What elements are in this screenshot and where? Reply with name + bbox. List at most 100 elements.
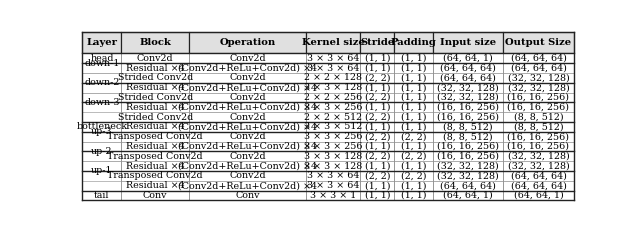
Text: (16, 16, 256): (16, 16, 256): [437, 142, 499, 151]
Bar: [306, 142, 360, 151]
Text: Strided Conv2d: Strided Conv2d: [118, 93, 193, 102]
Text: (32, 32, 128): (32, 32, 128): [437, 171, 499, 180]
Bar: [189, 53, 306, 63]
Text: (64, 64, 64): (64, 64, 64): [511, 54, 566, 63]
Bar: [394, 53, 433, 63]
Text: 3 × 3 × 256: 3 × 3 × 256: [304, 142, 362, 151]
Text: Stride: Stride: [360, 38, 394, 47]
Bar: [189, 132, 306, 142]
Bar: [394, 83, 433, 93]
Bar: [394, 32, 433, 53]
Bar: [189, 63, 306, 73]
Bar: [306, 112, 360, 122]
Bar: [306, 102, 360, 112]
Bar: [360, 102, 394, 112]
Bar: [433, 32, 504, 53]
Text: Transposed Conv2d: Transposed Conv2d: [108, 152, 203, 161]
Text: 3 × 3 × 256: 3 × 3 × 256: [304, 103, 362, 112]
Text: Residual ×4: Residual ×4: [126, 83, 184, 92]
Bar: [122, 181, 189, 191]
Text: Conv2d: Conv2d: [229, 113, 266, 122]
Bar: [83, 73, 122, 93]
Text: (64, 64, 64): (64, 64, 64): [440, 73, 496, 82]
Text: (Conv2d+ReLu+Conv2d) ×4: (Conv2d+ReLu+Conv2d) ×4: [178, 142, 317, 151]
Text: (1, 1): (1, 1): [401, 162, 426, 171]
Bar: [83, 93, 122, 112]
Text: (1, 1): (1, 1): [401, 122, 426, 131]
Text: Transposed Conv2d: Transposed Conv2d: [108, 171, 203, 180]
Text: Kernel size: Kernel size: [301, 38, 365, 47]
Bar: [306, 151, 360, 161]
Bar: [504, 73, 573, 83]
Text: Layer: Layer: [86, 38, 118, 47]
Text: (2, 2): (2, 2): [365, 93, 390, 102]
Bar: [189, 93, 306, 102]
Bar: [504, 151, 573, 161]
Text: (64, 64, 64): (64, 64, 64): [440, 64, 496, 73]
Bar: [504, 102, 573, 112]
Bar: [433, 161, 504, 171]
Bar: [504, 63, 573, 73]
Text: head: head: [90, 54, 114, 63]
Bar: [394, 161, 433, 171]
Text: (1, 1): (1, 1): [401, 93, 426, 102]
Text: (32, 32, 128): (32, 32, 128): [508, 73, 570, 82]
Text: 3 × 3 × 64: 3 × 3 × 64: [307, 171, 360, 180]
Bar: [306, 161, 360, 171]
Bar: [83, 122, 122, 142]
Bar: [504, 191, 573, 200]
Text: (2, 2): (2, 2): [401, 171, 426, 180]
Text: Output Size: Output Size: [506, 38, 572, 47]
Text: 3 × 3 × 128: 3 × 3 × 128: [304, 162, 362, 171]
Bar: [504, 181, 573, 191]
Bar: [83, 53, 122, 73]
Text: (1, 1): (1, 1): [401, 83, 426, 92]
Bar: [394, 181, 433, 191]
Bar: [433, 181, 504, 191]
Text: (16, 16, 256): (16, 16, 256): [508, 132, 570, 141]
Text: (1, 1): (1, 1): [365, 83, 390, 92]
Text: (1, 1): (1, 1): [365, 142, 390, 151]
Bar: [504, 122, 573, 132]
Bar: [306, 122, 360, 132]
Bar: [394, 112, 433, 122]
Bar: [122, 83, 189, 93]
Bar: [433, 63, 504, 73]
Bar: [394, 151, 433, 161]
Bar: [189, 171, 306, 181]
Bar: [360, 93, 394, 102]
Bar: [394, 122, 433, 132]
Bar: [189, 73, 306, 83]
Text: Transposed Conv2d: Transposed Conv2d: [108, 132, 203, 141]
Text: Conv2d: Conv2d: [229, 73, 266, 82]
Text: (1, 1): (1, 1): [365, 103, 390, 112]
Text: (64, 64, 1): (64, 64, 1): [444, 54, 493, 63]
Text: (8, 8, 512): (8, 8, 512): [514, 113, 563, 122]
Text: 3 × 3 × 128: 3 × 3 × 128: [304, 152, 362, 161]
Text: (1, 1): (1, 1): [401, 191, 426, 200]
Text: Conv2d: Conv2d: [137, 54, 173, 63]
Text: 3 × 3 × 64: 3 × 3 × 64: [307, 64, 360, 73]
Text: (2, 2): (2, 2): [365, 132, 390, 141]
Text: 3 × 3 × 512: 3 × 3 × 512: [304, 122, 362, 131]
Bar: [504, 32, 573, 53]
Bar: [83, 191, 122, 200]
Bar: [360, 171, 394, 181]
Bar: [360, 161, 394, 171]
Text: (2, 2): (2, 2): [401, 132, 426, 141]
Text: (16, 16, 256): (16, 16, 256): [508, 142, 570, 151]
Text: 3 × 3 × 1: 3 × 3 × 1: [310, 191, 356, 200]
Bar: [306, 171, 360, 181]
Bar: [122, 132, 189, 142]
Bar: [504, 112, 573, 122]
Text: (1, 1): (1, 1): [401, 113, 426, 122]
Text: bottleneck: bottleneck: [76, 122, 127, 131]
Text: down-2: down-2: [84, 78, 120, 87]
Text: (64, 64, 1): (64, 64, 1): [513, 191, 563, 200]
Bar: [504, 161, 573, 171]
Text: 2 × 2 × 512: 2 × 2 × 512: [304, 113, 362, 122]
Bar: [122, 122, 189, 132]
Text: (2, 2): (2, 2): [365, 171, 390, 180]
Text: (2, 2): (2, 2): [365, 113, 390, 122]
Text: (Conv2d+ReLu+Conv2d) ×4: (Conv2d+ReLu+Conv2d) ×4: [178, 162, 317, 171]
